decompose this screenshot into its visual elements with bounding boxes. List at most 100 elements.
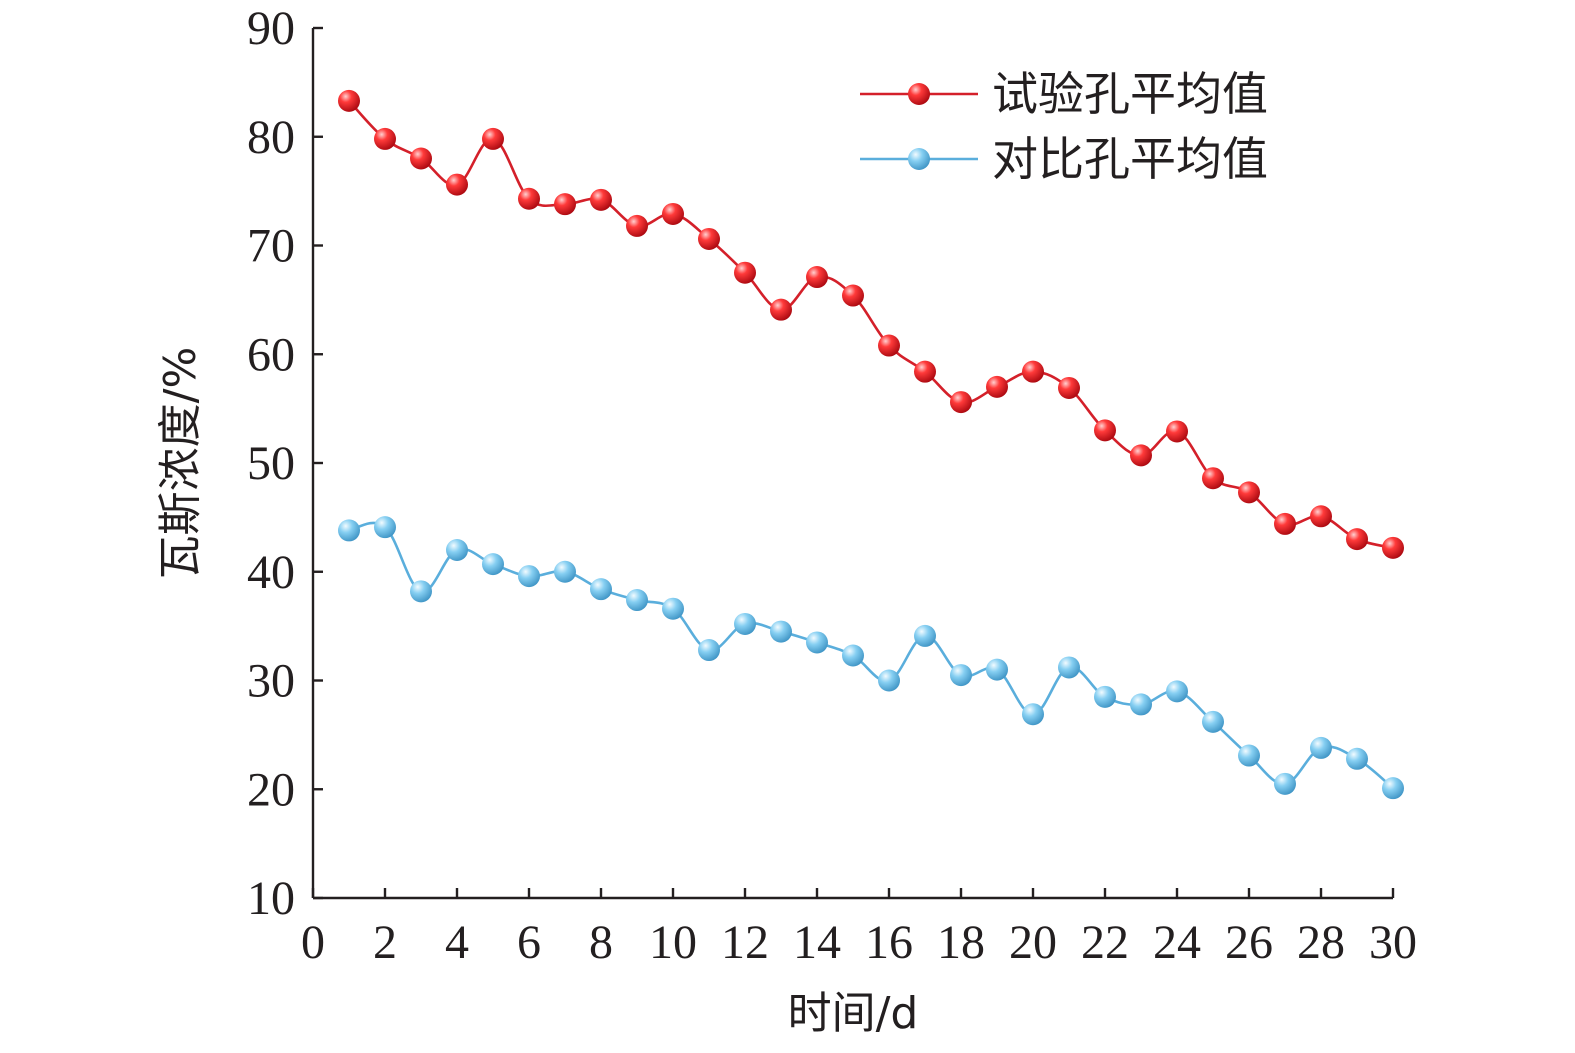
- data-point-test-hole: [446, 173, 468, 196]
- data-point-test-hole: [554, 193, 576, 216]
- data-point-control-hole: [1166, 680, 1188, 703]
- x-tick-label: 0: [301, 916, 325, 969]
- x-tick-label: 30: [1369, 916, 1417, 969]
- data-point-control-hole: [662, 597, 684, 620]
- y-tick-label: 40: [247, 546, 295, 599]
- data-point-control-hole: [698, 639, 720, 662]
- y-tick-label: 90: [247, 2, 295, 55]
- data-point-test-hole: [1382, 536, 1404, 559]
- y-ticks: 10 20 30 40 50 60 70 80 90: [247, 2, 323, 925]
- y-tick-label: 50: [247, 437, 295, 490]
- x-axis-title: 时间/d: [788, 988, 919, 1039]
- legend-item-control-hole: 对比孔平均值: [860, 132, 1268, 186]
- data-point-control-hole: [734, 612, 756, 635]
- x-tick-label: 6: [517, 916, 541, 969]
- data-point-control-hole: [446, 539, 468, 561]
- y-axis-title: 瓦斯浓度/%: [155, 347, 206, 580]
- data-point-control-hole: [374, 516, 396, 539]
- y-tick-label: 70: [247, 220, 295, 273]
- data-point-control-hole: [1274, 772, 1296, 795]
- data-point-control-hole: [806, 631, 828, 654]
- data-point-control-hole: [482, 553, 504, 576]
- data-point-control-hole: [518, 565, 540, 588]
- data-point-control-hole: [1238, 744, 1260, 767]
- x-tick-label: 4: [445, 916, 469, 969]
- series-line-control-hole: [348, 521, 1394, 790]
- legend-label-control-hole: 对比孔平均值: [992, 132, 1268, 186]
- data-point-test-hole: [986, 375, 1008, 398]
- y-tick-label: 60: [247, 328, 295, 381]
- data-point-test-hole: [1202, 467, 1224, 490]
- data-point-test-hole: [770, 298, 792, 321]
- x-tick-label: 12: [721, 916, 769, 969]
- x-ticks: 0 2 4 6 8 10 12 14 16 18 20 22 24 26 28 30: [301, 888, 1417, 969]
- data-point-control-hole: [590, 578, 612, 601]
- data-point-test-hole: [1094, 419, 1116, 442]
- x-tick-label: 16: [865, 916, 913, 969]
- y-tick-label: 10: [247, 872, 295, 925]
- data-point-test-hole: [626, 214, 648, 237]
- data-point-test-hole: [950, 391, 972, 414]
- data-point-test-hole: [698, 227, 720, 250]
- data-point-control-hole: [1202, 710, 1224, 733]
- data-point-control-hole: [1022, 703, 1044, 726]
- legend-item-test-hole: 试验孔平均值: [860, 67, 1268, 121]
- y-tick-label: 30: [247, 655, 295, 708]
- data-point-test-hole: [1274, 512, 1296, 535]
- x-tick-label: 28: [1297, 916, 1345, 969]
- data-point-control-hole: [878, 669, 900, 692]
- x-tick-label: 18: [937, 916, 985, 969]
- data-point-test-hole: [1166, 420, 1188, 443]
- plot-area: [338, 89, 1404, 800]
- x-tick-label: 20: [1009, 916, 1057, 969]
- data-point-control-hole: [1382, 777, 1404, 800]
- data-point-control-hole: [338, 519, 360, 542]
- legend-label-test-hole: 试验孔平均值: [992, 67, 1268, 121]
- legend: 试验孔平均值 对比孔平均值: [860, 67, 1268, 186]
- x-tick-label: 24: [1153, 916, 1201, 969]
- data-point-test-hole: [518, 187, 540, 210]
- data-point-test-hole: [662, 202, 684, 225]
- data-point-control-hole: [1310, 736, 1332, 759]
- data-point-test-hole: [806, 266, 828, 289]
- legend-marker-control-hole: [908, 148, 930, 170]
- data-point-control-hole: [410, 580, 432, 603]
- data-point-control-hole: [914, 624, 936, 647]
- data-point-test-hole: [1058, 376, 1080, 399]
- series-test-hole: [338, 89, 1404, 559]
- data-point-test-hole: [374, 127, 396, 150]
- data-point-test-hole: [1022, 360, 1044, 383]
- data-point-test-hole: [734, 261, 756, 284]
- data-point-control-hole: [554, 560, 576, 583]
- y-tick-label: 20: [247, 763, 295, 816]
- x-tick-label: 22: [1081, 916, 1129, 969]
- data-point-control-hole: [770, 620, 792, 643]
- data-point-test-hole: [590, 188, 612, 211]
- legend-marker-test-hole: [908, 83, 930, 105]
- data-point-control-hole: [1094, 685, 1116, 708]
- data-point-control-hole: [1130, 693, 1152, 716]
- data-point-test-hole: [1238, 481, 1260, 504]
- data-point-test-hole: [1346, 528, 1368, 551]
- data-point-test-hole: [878, 334, 900, 357]
- data-point-test-hole: [1310, 505, 1332, 528]
- y-tick-label: 80: [247, 111, 295, 164]
- data-point-control-hole: [842, 644, 864, 667]
- data-point-test-hole: [1130, 444, 1152, 467]
- data-point-test-hole: [338, 89, 360, 112]
- series-control-hole: [338, 516, 1404, 800]
- data-point-control-hole: [1058, 656, 1080, 679]
- data-point-control-hole: [626, 589, 648, 612]
- x-tick-label: 8: [589, 916, 613, 969]
- data-point-control-hole: [950, 664, 972, 687]
- data-point-test-hole: [842, 284, 864, 307]
- data-point-test-hole: [410, 147, 432, 170]
- data-point-test-hole: [482, 127, 504, 150]
- x-tick-label: 26: [1225, 916, 1273, 969]
- x-tick-label: 14: [793, 916, 841, 969]
- data-point-control-hole: [1346, 747, 1368, 770]
- x-tick-label: 2: [373, 916, 397, 969]
- x-tick-label: 10: [649, 916, 697, 969]
- data-point-control-hole: [986, 658, 1008, 681]
